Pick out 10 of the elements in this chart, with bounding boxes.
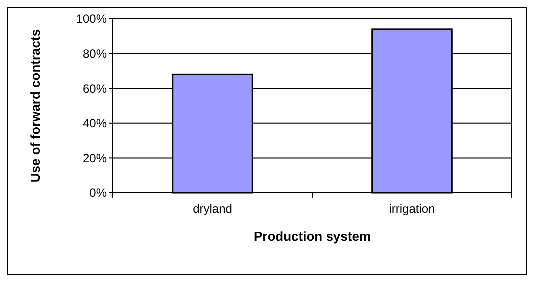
y-tick-label: 40% xyxy=(82,116,108,131)
x-tick-label: dryland xyxy=(193,202,232,216)
y-tick-label: 60% xyxy=(82,82,108,96)
y-tick-label: 20% xyxy=(82,151,108,166)
y-tick-label: 100% xyxy=(76,12,108,26)
x-tick-label: irrigation xyxy=(389,202,436,216)
y-axis-title: Use of forward contracts xyxy=(28,29,43,183)
y-tick-label: 80% xyxy=(82,47,108,61)
x-axis-title: Production system xyxy=(254,229,372,244)
y-tick-label: 0% xyxy=(90,186,108,200)
